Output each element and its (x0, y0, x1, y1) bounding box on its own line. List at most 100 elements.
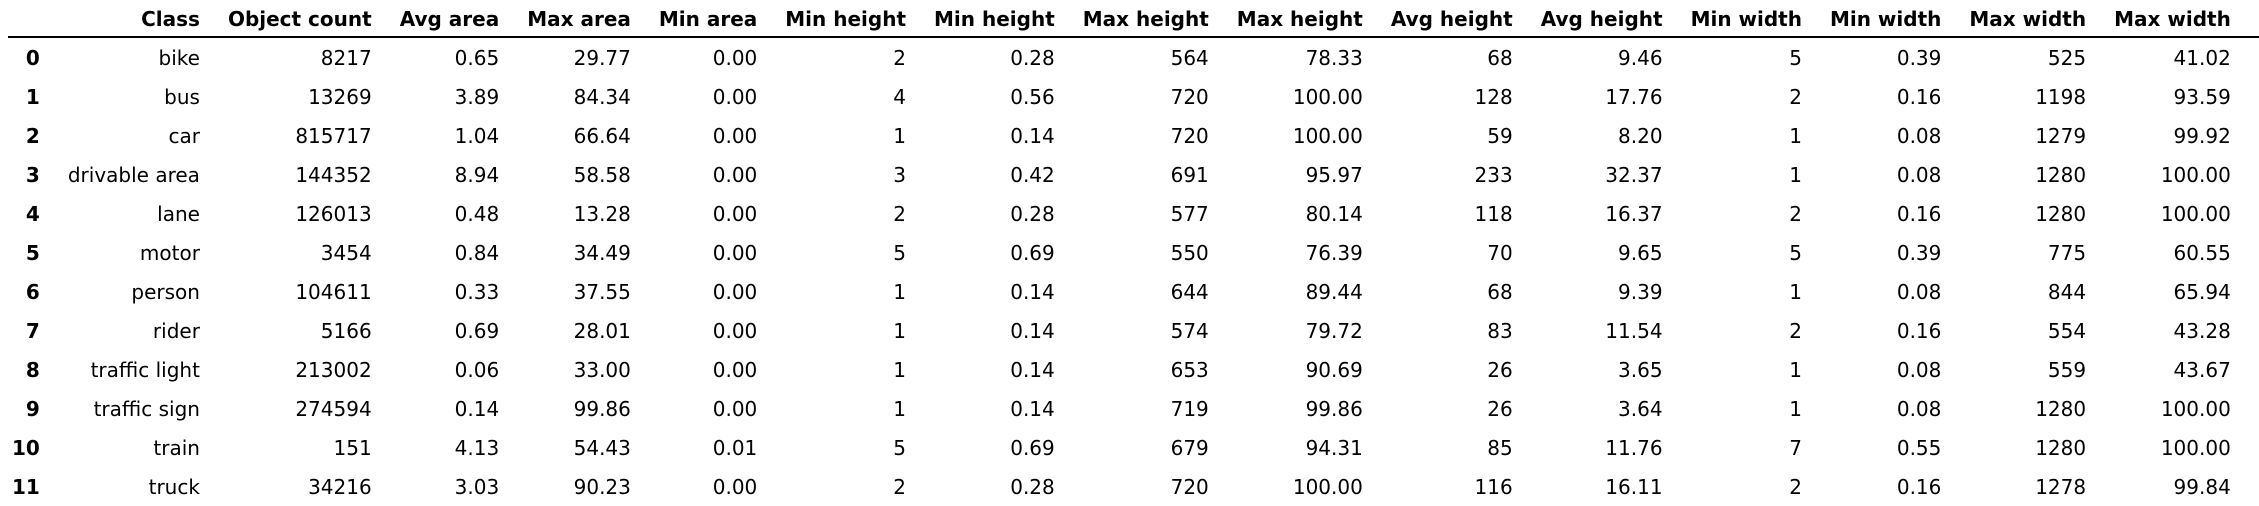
table-cell: 775 (2047, 240, 2087, 265)
class-name-cell: car (168, 123, 200, 148)
table-row: 9 traffic sign 274594 0.14 99.86 0.00 1 0.14 719… (8, 389, 2259, 428)
table-cell: 84.34 (573, 84, 631, 109)
table-cell: 2 (1789, 318, 1802, 343)
table-cell: 1 (1789, 357, 1802, 382)
table-cell: 100.00 (2160, 201, 2231, 226)
table-cell: 3.89 (454, 84, 500, 109)
row-index: 4 (25, 201, 40, 226)
table-cell: 17.76 (1605, 84, 1663, 109)
table-row: 10 train 151 4.13 54.43 0.01 5 0.69 679 94.31 85 11… (8, 428, 2259, 467)
table-cell: 90.23 (573, 474, 631, 499)
table-cell: 9.39 (1618, 279, 1663, 304)
table-cell: 525 (2047, 45, 2087, 70)
table-cell: 0.28 (1010, 474, 1055, 499)
table-row: 8 traffic light 213002 0.06 33.00 0.00 1 0.14 65… (8, 350, 2259, 389)
table-cell: 65.94 (2173, 279, 2231, 304)
table-cell: 653 (1170, 357, 1209, 382)
table-cell: 29.77 (573, 45, 631, 70)
class-name-cell: rider (152, 318, 200, 343)
header-row: Class Object count Avg area Max area Min are… (8, 4, 2259, 38)
column-header: Max width (1955, 4, 2101, 38)
table-cell: 0.55 (1896, 435, 1942, 460)
table-cell: 0.56 (1010, 84, 1055, 109)
table-cell: 44 (2245, 311, 2259, 350)
table-row: 11 truck 34216 3.03 90.23 0.00 2 0.28 720 100.00 1… (8, 467, 2259, 506)
column-header: Min area (644, 4, 772, 38)
column-header: Class (53, 4, 214, 38)
table-cell: 29 (2245, 272, 2259, 311)
table-cell: 68 (2245, 233, 2259, 272)
table-cell: 233 (1474, 162, 1513, 187)
table-cell: 0.14 (1010, 318, 1055, 343)
table-cell: 5 (893, 240, 907, 265)
table-cell: 1 (893, 357, 907, 382)
table-cell: 0.00 (712, 162, 758, 187)
table-cell: 76.39 (1305, 240, 1363, 265)
table-cell: 644 (1170, 279, 1209, 304)
table-cell: 1280 (2035, 435, 2087, 460)
class-statistics-table: Class Object count Avg area Max area Min are… (8, 4, 2259, 506)
table-cell: 720 (1170, 474, 1209, 499)
class-name-cell: lane (157, 201, 200, 226)
table-cell: 37.55 (573, 279, 631, 304)
table-cell: 0.33 (454, 279, 500, 304)
table-cell: 8.94 (454, 162, 500, 187)
table-row: 5 motor 3454 0.84 34.49 0.00 5 0.69 550 76.39 70 9.… (8, 233, 2259, 272)
table-cell: 34.49 (573, 240, 631, 265)
table-cell: 0.08 (1896, 396, 1942, 421)
table-cell: 90.69 (1305, 357, 1363, 382)
table-cell: 58.58 (573, 162, 631, 187)
table-cell: 68 (1487, 279, 1513, 304)
table-cell: 99.86 (1305, 396, 1363, 421)
table-cell: 99.92 (2173, 123, 2231, 148)
table-cell: 0.00 (712, 357, 758, 382)
table-cell: 677 (2245, 155, 2259, 194)
table-cell: 9.46 (1618, 45, 1663, 70)
column-header: Avg area (385, 4, 514, 38)
table-cell: 1280 (2035, 396, 2087, 421)
table-cell: 428 (2245, 194, 2259, 233)
table-cell: 691 (1170, 162, 1209, 187)
table-cell: 0.69 (454, 318, 500, 343)
table-cell: 3454 (320, 240, 372, 265)
table-cell: 0.14 (1010, 279, 1055, 304)
row-index: 11 (12, 474, 40, 499)
table-cell: 2 (893, 201, 907, 226)
table-cell: 0.00 (712, 318, 758, 343)
table-cell: 554 (2047, 318, 2087, 343)
table-cell: 13.28 (573, 201, 631, 226)
table-cell: 60.55 (2173, 240, 2231, 265)
table-cell: 8.20 (1618, 123, 1663, 148)
table-cell: 1 (893, 123, 907, 148)
table-cell: 43.67 (2173, 357, 2231, 382)
table-cell: 13269 (308, 84, 372, 109)
table-cell: 80.14 (1305, 201, 1363, 226)
table-cell: 577 (1170, 201, 1209, 226)
table-cell: 0.84 (454, 240, 500, 265)
table-cell: 0.39 (1896, 240, 1942, 265)
table-cell: 0.01 (712, 435, 758, 460)
table-cell: 78.33 (1305, 45, 1363, 70)
table-cell: 0.16 (1896, 84, 1942, 109)
table-cell: 0.28 (1010, 201, 1055, 226)
table-cell: 100.00 (1292, 123, 1363, 148)
table-cell: 17 (2245, 350, 2259, 389)
class-name-cell: train (153, 435, 200, 460)
table-cell: 11.54 (1605, 318, 1663, 343)
table-cell: 1.04 (454, 123, 500, 148)
table-cell: 0.14 (1010, 123, 1055, 148)
table-cell: 99.86 (573, 396, 631, 421)
class-name-cell: person (131, 279, 200, 304)
table-cell: 89.44 (1305, 279, 1363, 304)
table-cell: 0.48 (454, 201, 500, 226)
table-cell: 720 (1170, 123, 1209, 148)
row-index: 7 (25, 318, 40, 343)
table-cell: 1 (1789, 123, 1802, 148)
table-cell: 33.00 (573, 357, 631, 382)
table-cell: 550 (1170, 240, 1209, 265)
table-cell: 99.84 (2173, 474, 2231, 499)
table-cell: 1 (893, 396, 907, 421)
table-cell: 34216 (308, 474, 372, 499)
table-cell: 16.37 (1605, 201, 1663, 226)
table-cell: 41.02 (2173, 45, 2231, 70)
